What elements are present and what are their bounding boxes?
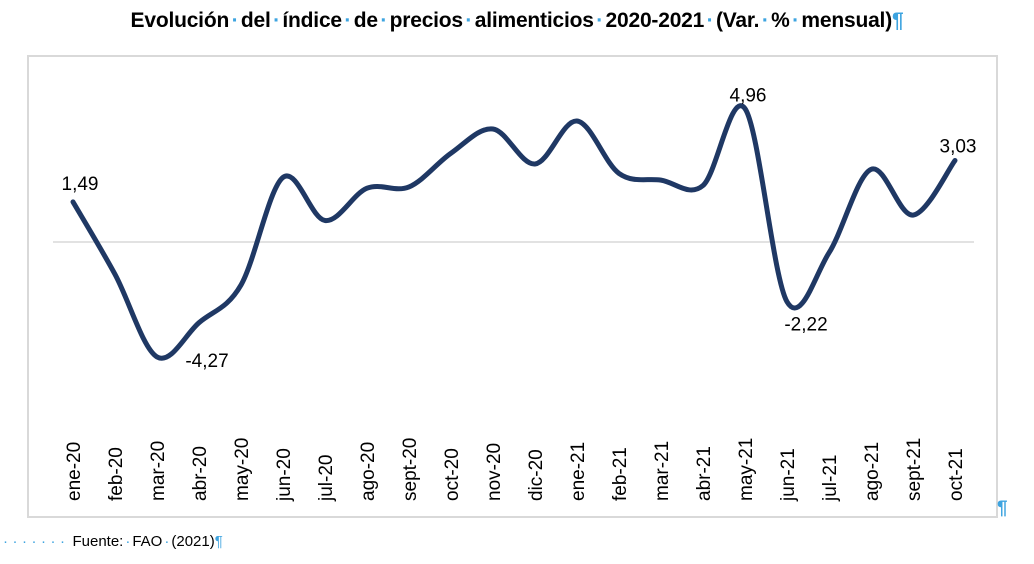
title-word: del <box>240 9 271 32</box>
x-axis-label: ene-21 <box>568 442 589 501</box>
pilcrow-mark-after-chart: ¶ <box>997 498 1008 519</box>
pilcrow-mark: ¶ <box>214 533 223 550</box>
x-axis-label: jul-20 <box>316 455 337 502</box>
x-axis-label: abr-21 <box>694 446 715 501</box>
x-axis-label: oct-21 <box>946 448 967 501</box>
leading-space-marks: ······· <box>3 533 70 550</box>
chart-object-frame[interactable] <box>27 55 998 518</box>
x-axis-label: feb-21 <box>610 447 631 501</box>
space-dot-mark: · <box>344 9 352 32</box>
title-word: mensual) <box>801 9 892 32</box>
space-dot-mark: · <box>273 9 280 32</box>
title-word: (Var. <box>715 9 760 32</box>
space-dot-mark: · <box>125 533 131 550</box>
x-axis-label: ago-20 <box>358 442 379 501</box>
x-axis-label: dic-20 <box>526 449 547 501</box>
data-label: -4,27 <box>185 351 228 372</box>
data-label: 1,49 <box>62 174 99 195</box>
data-label: 4,96 <box>730 86 767 107</box>
x-axis-label: may-21 <box>736 438 757 501</box>
title-word: alimenticios <box>474 9 594 32</box>
x-axis-label: sept-21 <box>904 438 925 501</box>
space-dot-mark: · <box>792 9 799 32</box>
title-word: % <box>771 9 790 32</box>
x-axis-label: nov-20 <box>484 443 505 501</box>
source-line: ······· Fuente: · FAO · (2021)¶ <box>3 533 223 550</box>
space-dot-mark: · <box>164 533 170 550</box>
x-axis-label: feb-20 <box>106 447 127 501</box>
source-word: Fuente: <box>72 533 124 550</box>
space-dot-mark: · <box>706 9 714 32</box>
series-line <box>70 103 958 361</box>
chart-plot-area: ene-20 feb-20 mar-20 abr-20 may-20 jun-20 jul-… <box>53 86 977 502</box>
x-axis-label: jun-21 <box>778 448 799 502</box>
data-label: -2,22 <box>784 315 827 336</box>
pilcrow-mark: ¶ <box>891 9 904 32</box>
x-axis-label: jul-21 <box>820 455 841 502</box>
title-word: índice <box>282 9 342 32</box>
x-axis-label: jun-20 <box>274 448 295 502</box>
source-word: (2021) <box>171 533 215 550</box>
x-axis-label: mar-21 <box>652 441 673 501</box>
space-dot-mark: · <box>231 9 239 32</box>
x-axis-label: ene-20 <box>64 442 85 501</box>
x-axis-label: mar-20 <box>148 441 169 501</box>
title-word: de <box>353 9 378 32</box>
x-axis-label: oct-20 <box>442 448 463 501</box>
title-word: Evolución <box>130 9 230 32</box>
x-axis-label: may-20 <box>232 438 253 501</box>
data-label: 3,03 <box>940 137 977 158</box>
space-dot-mark: · <box>596 9 603 32</box>
space-dot-mark: · <box>761 9 769 32</box>
x-axis-label: abr-20 <box>190 446 211 501</box>
source-word: FAO <box>132 533 163 550</box>
title-word: precios <box>389 9 464 32</box>
x-axis-label: ago-21 <box>862 442 883 501</box>
title-word: 2020-2021 <box>605 9 705 32</box>
x-axis-label: sept-20 <box>400 438 421 501</box>
space-dot-mark: · <box>380 9 388 32</box>
space-dot-mark: · <box>465 9 473 32</box>
chart-title: Evolución · del · índice · de · precios · alimenti… <box>0 9 1034 33</box>
